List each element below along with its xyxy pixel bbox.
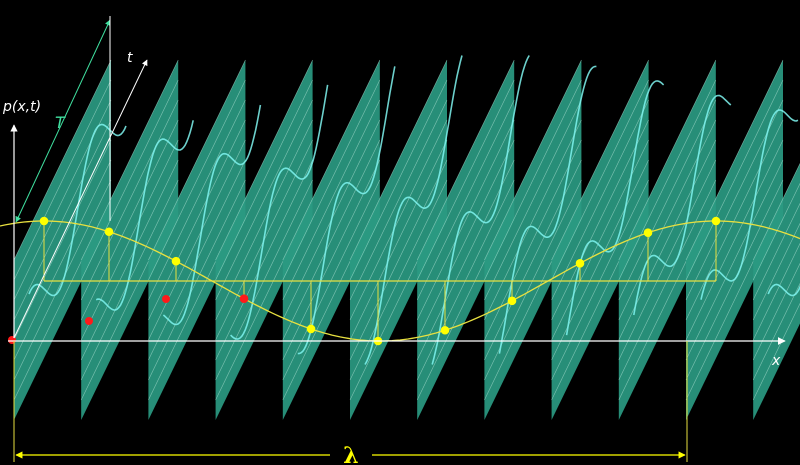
panel-trace (162, 104, 262, 326)
time-slice-panel (80, 59, 194, 420)
sample-dot (104, 227, 114, 237)
sample-dot (239, 294, 249, 303)
sample-dot (575, 259, 585, 268)
time-slice-panel (484, 59, 597, 420)
sample-dot (643, 228, 653, 238)
x-axis-label: x (771, 353, 781, 369)
tracked-point-dot (85, 317, 93, 325)
panel-trace (498, 65, 597, 354)
time-slice-panel (551, 59, 665, 420)
wave-envelope-curve (0, 220, 800, 342)
panel-trace (767, 283, 800, 297)
panel-trace (700, 109, 799, 300)
time-slice-panel (685, 59, 799, 420)
p-axis-label: p(x,t) (2, 99, 41, 115)
panel-trace (297, 66, 396, 355)
sample-points (8, 216, 721, 346)
tracked-point-dot (162, 295, 170, 303)
sample-dot (440, 325, 450, 335)
panel-trace (230, 84, 329, 340)
sample-dot (507, 296, 517, 306)
period-arrow (15, 19, 111, 223)
panel-trace (95, 120, 194, 311)
sample-dot (171, 256, 181, 266)
wavelength-label: λ (343, 443, 358, 465)
dot-drop-lines (43, 221, 717, 341)
panel-trace (364, 55, 463, 365)
time-slice-panel (349, 55, 463, 420)
time-slice-panel (215, 59, 329, 420)
sample-dot (711, 216, 721, 226)
sample-dot (306, 324, 316, 334)
sample-dot (39, 216, 49, 226)
panel-trace (431, 55, 530, 365)
panel-trace (633, 94, 732, 316)
t-axis-label: t (127, 50, 133, 66)
time-slice-panels (13, 55, 800, 420)
time-slice-panel (752, 162, 800, 420)
period-label: T (55, 113, 66, 132)
